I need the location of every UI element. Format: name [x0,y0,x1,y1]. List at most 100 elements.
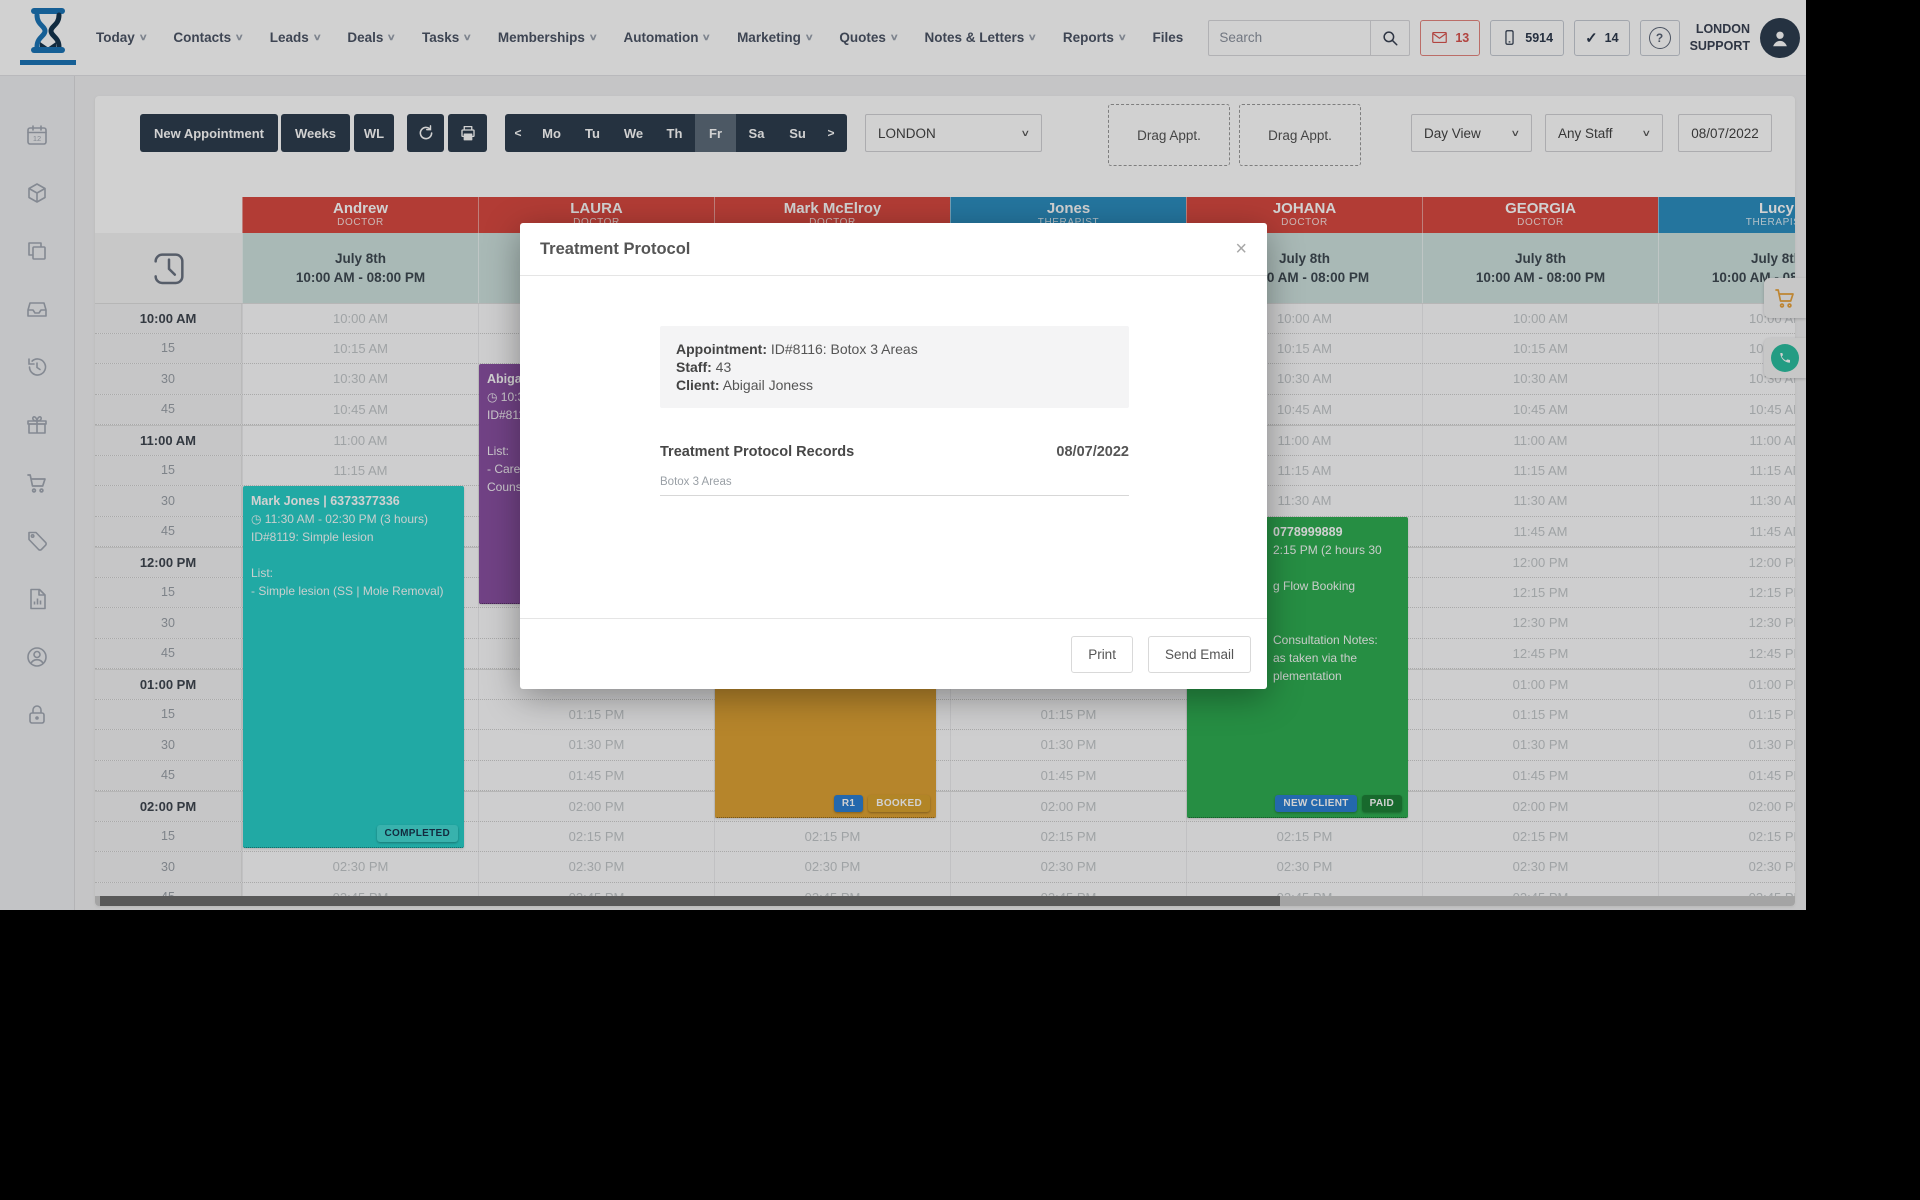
time-slot-cell[interactable]: 11:30 AM [1658,486,1795,516]
time-slot-cell[interactable]: 01:45 PM [478,760,714,790]
time-slot-cell[interactable]: 10:30 AM [242,364,478,394]
time-slot-cell[interactable]: 10:45 AM [1658,394,1795,424]
time-slot-cell[interactable]: 11:15 AM [242,455,478,485]
time-slot-cell[interactable]: 11:30 AM [1422,486,1658,516]
menu-item-files[interactable]: Files [1153,30,1184,45]
print-icon[interactable] [448,114,487,152]
time-slot-cell[interactable]: 02:00 PM [950,792,1186,821]
time-slot-cell[interactable]: 01:15 PM [950,699,1186,729]
record-item[interactable]: Botox 3 Areas [660,476,1129,496]
time-slot-cell[interactable]: 01:00 PM [1658,670,1795,699]
time-slot-cell[interactable]: 02:30 PM [1658,852,1795,882]
time-slot-cell[interactable]: 12:30 PM [1422,608,1658,638]
time-slot-cell[interactable]: 02:15 PM [1422,821,1658,851]
phone-call-button[interactable] [1764,338,1806,378]
time-slot-cell[interactable]: 10:00 AM [1422,304,1658,333]
menu-item-leads[interactable]: Leads ∨ [270,30,322,45]
time-slot-cell[interactable]: 02:15 PM [1658,821,1795,851]
search-input[interactable] [1209,30,1371,45]
time-slot-cell[interactable]: 11:15 AM [1422,455,1658,485]
time-slot-cell[interactable]: 12:45 PM [1422,638,1658,668]
time-slot-cell[interactable]: 01:30 PM [1422,730,1658,760]
time-slot-cell[interactable]: 10:30 AM [1422,364,1658,394]
menu-item-contacts[interactable]: Contacts ∨ [173,30,244,45]
time-slot-cell[interactable]: 10:45 AM [1422,394,1658,424]
menu-item-reports[interactable]: Reports ∨ [1063,30,1127,45]
time-slot-cell[interactable]: 12:45 PM [1658,638,1795,668]
avatar[interactable] [1760,17,1800,58]
time-slot-cell[interactable]: 02:00 PM [1658,792,1795,821]
time-slot-cell[interactable]: 12:15 PM [1422,577,1658,607]
time-slot-cell[interactable]: 10:45 AM [242,394,478,424]
day-fr[interactable]: Fr [695,114,736,152]
time-slot-cell[interactable]: 02:00 PM [478,792,714,821]
time-slot-cell[interactable]: 02:30 PM [714,852,950,882]
staff-column-header-andrew[interactable]: Andrew DOCTOR [242,197,478,233]
time-slot-cell[interactable]: 01:15 PM [1658,699,1795,729]
time-slot-cell[interactable]: 02:15 PM [714,821,950,851]
time-slot-cell[interactable]: 01:30 PM [1658,730,1795,760]
pabau-logo[interactable] [0,0,96,75]
appointment-teal[interactable]: Mark Jones | 6373377336 ◷ 11:30 AM - 02:3… [243,486,464,848]
time-slot-cell[interactable]: 12:00 PM [1658,548,1795,577]
waitlist-button[interactable]: WL [354,114,394,152]
time-slot-cell[interactable]: 12:15 PM [1658,577,1795,607]
time-slot-cell[interactable]: 01:45 PM [1658,760,1795,790]
horizontal-scrollbar[interactable] [95,896,1795,906]
time-slot-cell[interactable]: 01:30 PM [478,730,714,760]
time-slot-cell[interactable]: 01:00 PM [1422,670,1658,699]
time-slot-cell[interactable]: 01:45 PM [950,760,1186,790]
menu-item-quotes[interactable]: Quotes ∨ [839,30,898,45]
tasks-badge[interactable]: ✓ 14 [1574,19,1630,56]
time-slot-cell[interactable]: 02:30 PM [242,852,478,882]
day-tu[interactable]: Tu [585,125,600,141]
menu-item-tasks[interactable]: Tasks ∨ [422,30,472,45]
menu-item-today[interactable]: Today ∨ [96,30,148,45]
time-slot-cell[interactable]: 02:00 PM [1422,792,1658,821]
location-select[interactable]: LONDON ∨ [865,114,1042,152]
menu-item-automation[interactable]: Automation ∨ [623,30,711,45]
staff-column-header-georgia[interactable]: GEORGIA DOCTOR [1422,197,1658,233]
cart-icon[interactable] [1764,278,1806,318]
print-button[interactable]: Print [1071,635,1133,673]
drag-appointment-target-1[interactable]: Drag Appt. [1108,104,1230,166]
menu-item-notes-letters[interactable]: Notes & Letters ∨ [925,30,1038,45]
time-slot-cell[interactable]: 01:15 PM [1422,699,1658,729]
help-button[interactable]: ? [1639,19,1680,56]
day-mo[interactable]: Mo [542,125,561,141]
time-slot-cell[interactable]: 02:15 PM [950,821,1186,851]
time-slot-cell[interactable]: 11:00 AM [1658,426,1795,455]
staff-column-header-lucy[interactable]: LucyTHERAPIST [1658,197,1795,233]
time-slot-cell[interactable]: 12:30 PM [1658,608,1795,638]
time-slot-cell[interactable]: 02:15 PM [1186,821,1422,851]
date-field[interactable]: 08/07/2022 [1678,114,1772,152]
phone-badge[interactable]: 5914 [1490,19,1565,56]
new-appointment-button[interactable]: New Appointment [140,114,278,152]
menu-item-memberships[interactable]: Memberships ∨ [498,30,598,45]
time-slot-cell[interactable]: 02:30 PM [950,852,1186,882]
time-slot-cell[interactable]: 02:15 PM [478,821,714,851]
menu-item-deals[interactable]: Deals ∨ [347,30,396,45]
prev-week-arrow[interactable]: < [514,126,522,140]
time-slot-cell[interactable]: 01:45 PM [1422,760,1658,790]
time-slot-cell[interactable]: 11:45 AM [1422,516,1658,546]
time-slot-cell[interactable]: 11:15 AM [1658,455,1795,485]
menu-item-marketing[interactable]: Marketing ∨ [737,30,814,45]
time-slot-cell[interactable]: 12:00 PM [1422,548,1658,577]
day-su[interactable]: Su [789,125,806,141]
time-slot-cell[interactable]: 01:15 PM [478,699,714,729]
time-slot-cell[interactable]: 11:00 AM [242,426,478,455]
time-slot-cell[interactable]: 11:45 AM [1658,516,1795,546]
weeks-button[interactable]: Weeks [281,114,350,152]
time-slot-cell[interactable]: 10:00 AM [242,304,478,333]
drag-appointment-target-2[interactable]: Drag Appt. [1239,104,1361,166]
time-slot-cell[interactable]: 01:30 PM [950,730,1186,760]
day-sa[interactable]: Sa [748,125,765,141]
send-email-button[interactable]: Send Email [1147,635,1251,673]
day-we[interactable]: We [623,125,644,141]
time-slot-cell[interactable]: 11:00 AM [1422,426,1658,455]
refresh-icon[interactable] [407,114,444,152]
close-icon[interactable]: × [1235,238,1247,260]
view-select[interactable]: Day View ∨ [1411,114,1532,152]
scrollbar-thumb[interactable] [100,896,1280,906]
